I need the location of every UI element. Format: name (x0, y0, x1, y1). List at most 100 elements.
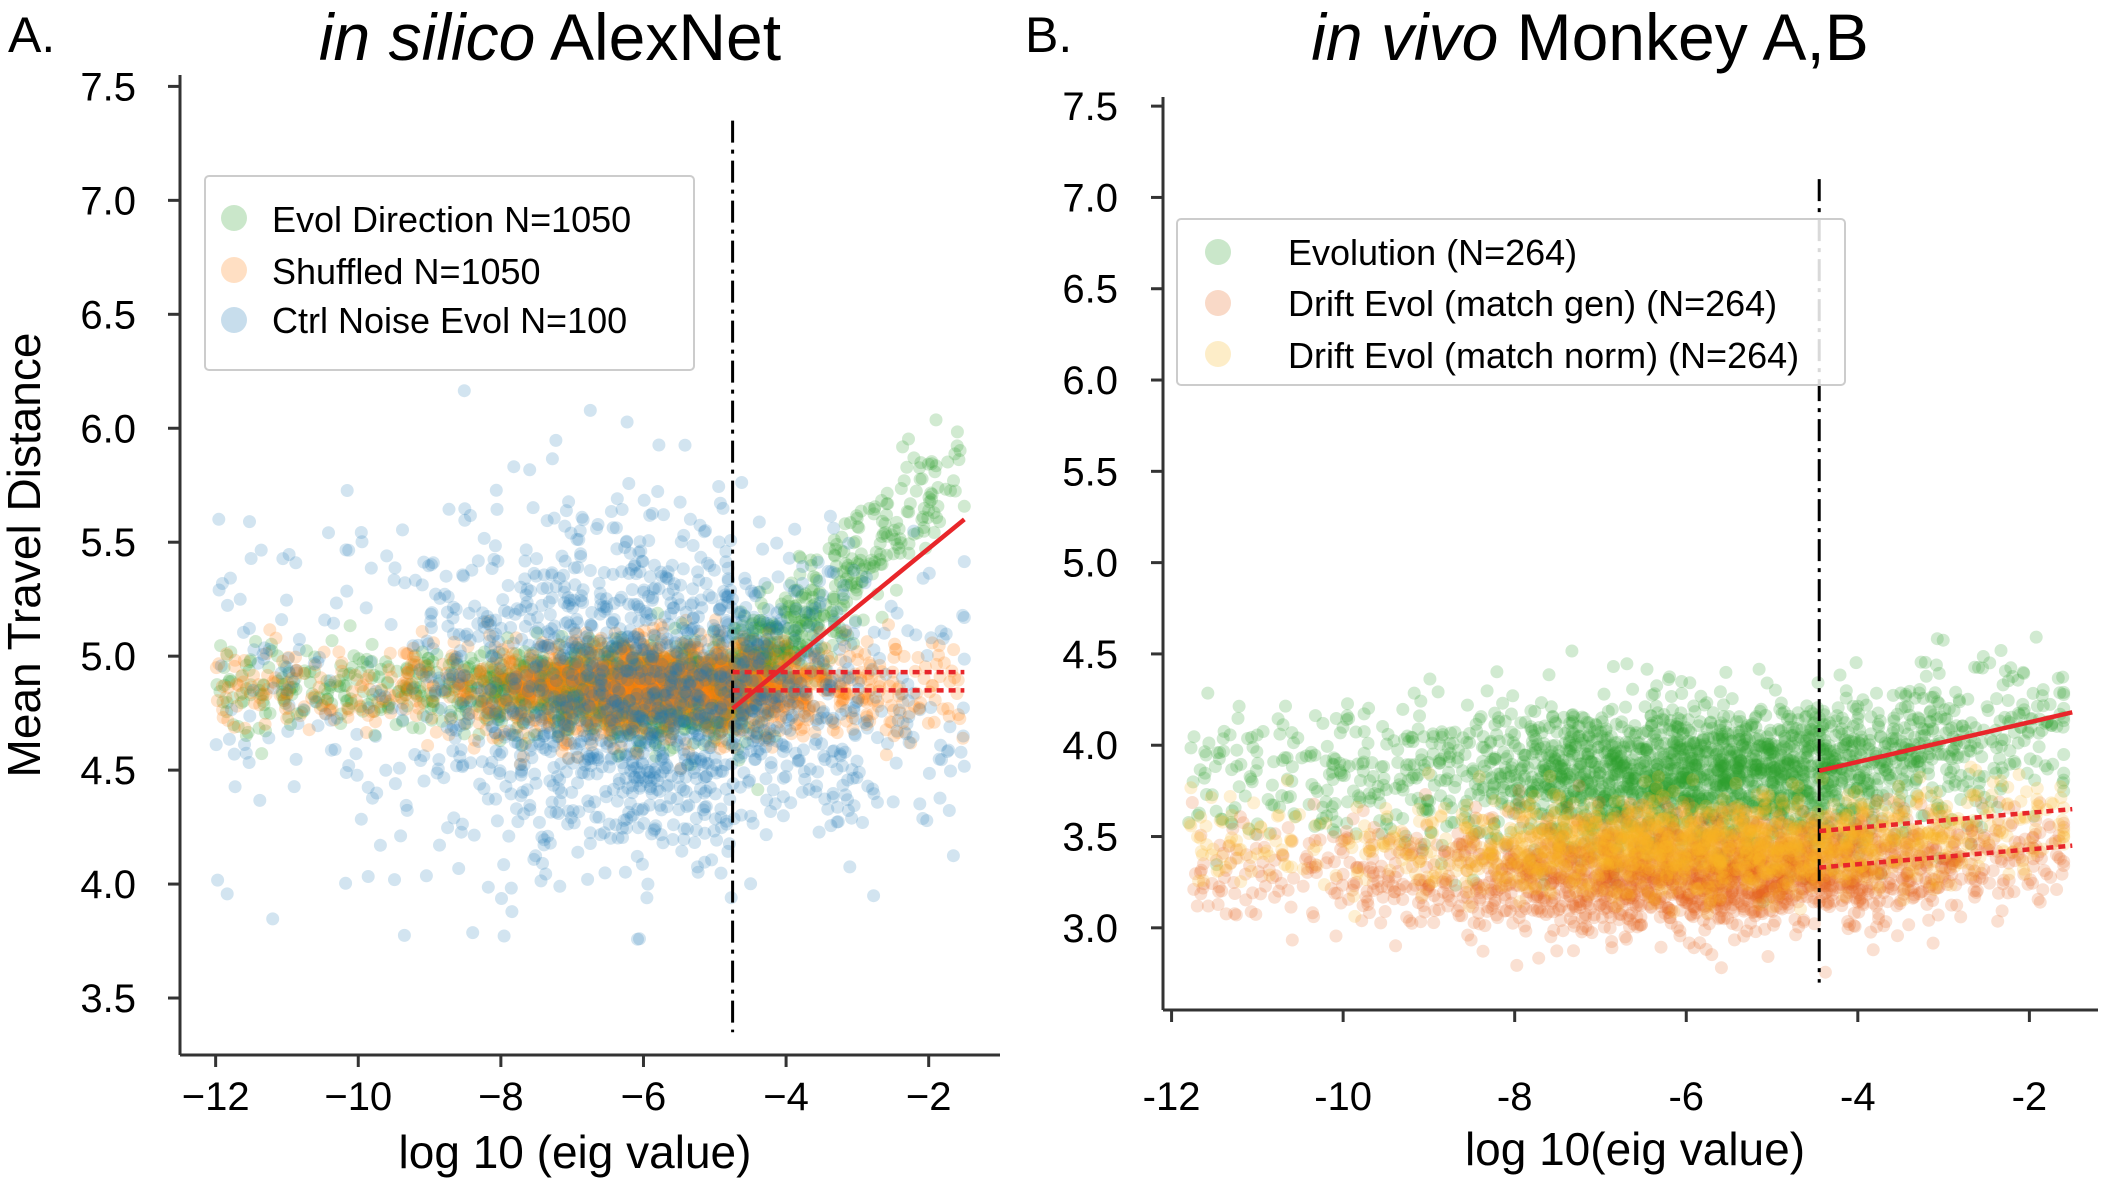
scatter-point-s0 (711, 633, 725, 647)
scatter-point-s0 (574, 685, 588, 699)
scatter-point-s0 (610, 691, 624, 704)
scatter-point-s0 (616, 706, 630, 720)
scatter-point-s0 (591, 676, 605, 690)
scatter-point-s0 (508, 687, 522, 701)
scatter-point-s0 (929, 413, 943, 427)
scatter-point-s0 (712, 673, 726, 687)
scatter-point-s0 (575, 683, 589, 697)
scatter-point-s2 (532, 815, 546, 829)
scatter-point-s1 (221, 681, 235, 694)
scatter-point-s0 (623, 681, 637, 694)
scatter-point-s2 (624, 611, 638, 625)
scatter-point-s2 (262, 731, 276, 745)
scatter-point-s0 (295, 706, 309, 719)
scatter-point-s1 (247, 668, 260, 682)
scatter-point-s1 (261, 668, 275, 682)
scatter-point-s2 (477, 531, 491, 545)
scatter-point-s0 (648, 728, 662, 741)
scatter-point-s0 (897, 474, 911, 488)
scatter-point-s0 (325, 634, 339, 648)
scatter-point-s0 (645, 695, 659, 709)
scatter-point-s0 (903, 497, 917, 511)
scatter-point-s0 (922, 503, 936, 517)
scatter-point-s0 (582, 702, 596, 716)
scatter-point-s0 (631, 685, 645, 699)
scatter-point-s2 (362, 701, 376, 715)
scatter-point-s0 (914, 456, 928, 470)
scatter-point-s2 (495, 892, 508, 905)
scatter-point-s2 (776, 809, 790, 823)
scatter-point-s0 (645, 670, 659, 684)
scatter-point-s2 (545, 452, 559, 466)
scatter-point-s2 (361, 870, 375, 883)
scatter-point-s0 (545, 676, 559, 690)
scatter-point-s2 (215, 577, 229, 590)
scatter-point-s1 (263, 623, 277, 637)
scatter-point-s0 (762, 637, 776, 651)
scatter-point-s0 (609, 696, 623, 710)
scatter-point-s0 (769, 627, 783, 641)
scatter-point-s0 (516, 715, 530, 729)
scatter-point-s0 (646, 712, 660, 726)
scatter-point-s0 (577, 701, 591, 714)
scatter-point-s0 (655, 671, 669, 685)
scatter-point-s2 (823, 509, 837, 523)
scatter-point-s0 (586, 648, 600, 662)
scatter-point-s2 (637, 493, 651, 507)
panel-a-title-italic: in silico (319, 0, 535, 74)
scatter-point-s0 (575, 708, 589, 722)
scatter-point-s2 (340, 484, 354, 497)
scatter-point-s0 (656, 705, 670, 719)
scatter-point-s0 (661, 691, 675, 705)
scatter-point-s0 (743, 643, 757, 657)
scatter-point-s0 (275, 688, 289, 702)
scatter-point-s0 (615, 708, 629, 721)
scatter-point-s0 (650, 693, 664, 707)
scatter-point-s0 (893, 546, 907, 560)
panel-a-letter: A. (8, 7, 55, 63)
scatter-point-s0 (771, 644, 785, 658)
scatter-point-s2 (439, 569, 453, 583)
scatter-point-s0 (457, 660, 471, 674)
scatter-point-s0 (589, 706, 603, 720)
scatter-point-s0 (607, 673, 621, 687)
scatter-point-s0 (616, 661, 630, 675)
scatter-point-s0 (893, 532, 907, 546)
scatter-point-s1 (237, 654, 251, 667)
scatter-point-s0 (757, 643, 771, 657)
scatter-point-s0 (464, 651, 478, 665)
scatter-point-s2 (842, 536, 856, 550)
panel-a-title: in silico AlexNet (319, 0, 781, 74)
scatter-point-s0 (684, 687, 698, 701)
scatter-point-s0 (702, 683, 716, 697)
scatter-point-s1 (362, 669, 376, 682)
scatter-point-s0 (510, 721, 523, 735)
scatter-point-s0 (713, 691, 727, 705)
scatter-point-s0 (678, 723, 692, 737)
scatter-point-s2 (943, 720, 957, 734)
scatter-point-s0 (950, 425, 964, 439)
scatter-point-s0 (880, 548, 893, 562)
scatter-point-s0 (583, 650, 597, 664)
scatter-point-s0 (862, 502, 876, 515)
scatter-point-s2 (399, 798, 413, 812)
scatter-point-s2 (388, 561, 402, 575)
scatter-point-s0 (719, 714, 733, 728)
scatter-point-s0 (544, 681, 558, 695)
scatter-point-s0 (815, 642, 829, 656)
scatter-point-s0 (816, 608, 830, 622)
scatter-point-s2 (795, 785, 809, 799)
scatter-point-s0 (743, 672, 757, 686)
scatter-point-s0 (718, 708, 732, 722)
scatter-point-s0 (867, 559, 881, 573)
panel-a-scatter-points (209, 384, 971, 946)
scatter-point-s2 (561, 817, 575, 831)
scatter-point-s0 (255, 747, 269, 761)
scatter-point-s0 (409, 686, 423, 700)
scatter-point-s0 (658, 685, 672, 699)
scatter-point-s0 (412, 667, 426, 680)
scatter-point-s0 (902, 432, 915, 446)
scatter-point-s0 (343, 619, 357, 633)
scatter-point-s1 (927, 715, 941, 729)
